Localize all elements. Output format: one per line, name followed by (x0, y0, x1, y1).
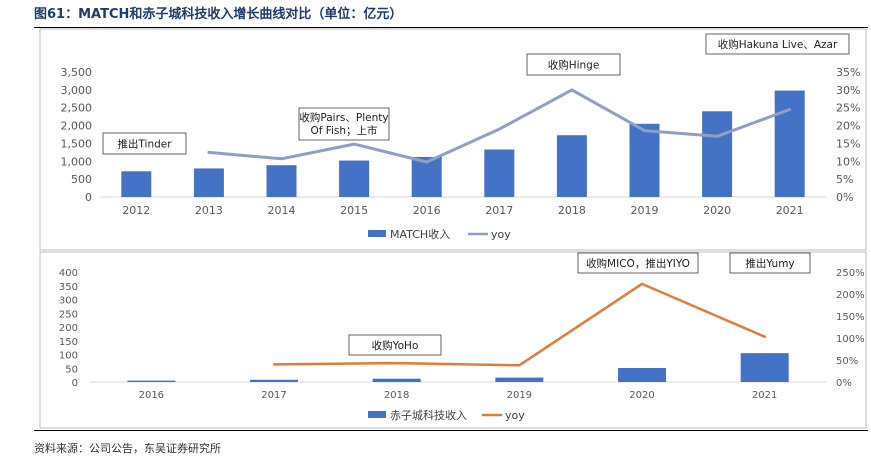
chizi-legend-bar-label: 赤子城科技收入 (390, 408, 467, 422)
match-y-right-tick-label: 0% (836, 191, 853, 204)
chizi-y-left-tick-label: 250 (59, 309, 78, 320)
match-x-tick-label: 2017 (485, 204, 513, 217)
match-y-right-tick-label: 10% (836, 155, 860, 168)
match-revenue-bar (194, 168, 224, 197)
match-annotation-text: 收购Hinge (548, 59, 600, 72)
chizi-y-right-tick-label: 200% (836, 290, 865, 301)
chizi-y-left-tick-label: 50 (65, 364, 78, 375)
chizi-x-tick-label: 2020 (629, 390, 654, 401)
chizi-y-right-tick-label: 250% (836, 268, 865, 279)
match-y-right-tick-label: 20% (836, 120, 860, 133)
match-y-left-tick-label: 2,500 (61, 102, 93, 115)
chizi-y-left-tick-label: 350 (59, 282, 78, 293)
match-legend-bar-label: MATCH收入 (390, 227, 450, 241)
match-y-left-tick-label: 0 (85, 191, 92, 204)
chizi-y-left-tick-label: 150 (59, 337, 78, 348)
match-legend-bar-swatch (368, 230, 386, 237)
match-x-tick-label: 2016 (413, 204, 441, 217)
chizi-y-left-tick-label: 200 (59, 323, 78, 334)
chizi-revenue-bar (373, 379, 421, 382)
chizi-x-tick-label: 2017 (261, 390, 286, 401)
match-y-right-tick-label: 35% (836, 66, 860, 79)
chizi-y-right-tick-label: 50% (836, 356, 858, 367)
match-y-right-tick-label: 15% (836, 137, 860, 150)
match-revenue-bar (630, 124, 660, 197)
match-x-tick-label: 2012 (122, 204, 150, 217)
chizi-y-right-tick-label: 100% (836, 334, 865, 345)
chizi-y-right-tick-label: 150% (836, 312, 865, 323)
chizi-revenue-bar (741, 353, 789, 382)
chizi-legend-bar-swatch (368, 411, 386, 418)
match-annotation-text: Of Fish；上市 (310, 124, 377, 137)
match-x-tick-label: 2018 (558, 204, 586, 217)
match-annotation-text: 收购Hakuna Live、Azar (718, 38, 838, 51)
chizi-y-left-tick-label: 0 (72, 378, 78, 389)
match-x-tick-label: 2019 (631, 204, 659, 217)
match-annotation-text: 推出Tinder (117, 138, 172, 151)
chizi-revenue-bar (618, 368, 666, 382)
match-x-tick-label: 2021 (776, 204, 804, 217)
chizi-yoy-line (274, 284, 765, 365)
match-annotation-text: 收购Pairs、Plenty (299, 111, 388, 124)
match-revenue-bar (775, 91, 805, 197)
match-y-left-tick-label: 2,000 (61, 120, 93, 133)
match-revenue-bar (339, 161, 369, 197)
chizi-y-left-tick-label: 100 (59, 351, 78, 362)
match-y-right-tick-label: 25% (836, 102, 860, 115)
match-revenue-bar (557, 135, 587, 197)
match-y-left-tick-label: 1,500 (61, 137, 93, 150)
chart-frame-chizicheng (40, 252, 866, 428)
match-y-left-tick-label: 3,000 (61, 84, 93, 97)
chizi-revenue-bar (250, 380, 298, 382)
chizi-legend-line-label: yoy (505, 409, 525, 422)
match-x-tick-label: 2020 (703, 204, 731, 217)
match-revenue-bar (267, 165, 297, 197)
match-x-tick-label: 2014 (268, 204, 296, 217)
match-y-left-tick-label: 1,000 (61, 155, 93, 168)
chizi-y-left-tick-label: 400 (59, 268, 78, 279)
chizi-x-tick-label: 2019 (507, 390, 532, 401)
chizi-y-left-tick-label: 300 (59, 296, 78, 307)
match-x-tick-label: 2015 (340, 204, 368, 217)
match-x-tick-label: 2013 (195, 204, 223, 217)
chizi-annotation-text: 收购MICO，推出YIYO (586, 257, 690, 270)
match-y-right-tick-label: 30% (836, 84, 860, 97)
chizi-revenue-bar (495, 378, 543, 382)
match-y-right-tick-label: 5% (836, 173, 853, 186)
match-revenue-bar (484, 150, 514, 198)
chizi-revenue-bar (127, 381, 175, 382)
chizi-annotation-text: 推出Yumy (745, 257, 794, 270)
match-y-left-tick-label: 3,500 (61, 66, 93, 79)
chizi-x-tick-label: 2018 (384, 390, 409, 401)
chizi-annotation-text: 收购YoHo (372, 339, 419, 352)
match-revenue-bar (702, 111, 732, 197)
chizi-x-tick-label: 2021 (752, 390, 777, 401)
match-y-left-tick-label: 500 (71, 173, 92, 186)
chizi-y-right-tick-label: 0% (836, 378, 852, 389)
match-legend-line-label: yoy (491, 228, 511, 241)
match-revenue-bar (121, 171, 151, 197)
chizi-x-tick-label: 2016 (139, 390, 164, 401)
